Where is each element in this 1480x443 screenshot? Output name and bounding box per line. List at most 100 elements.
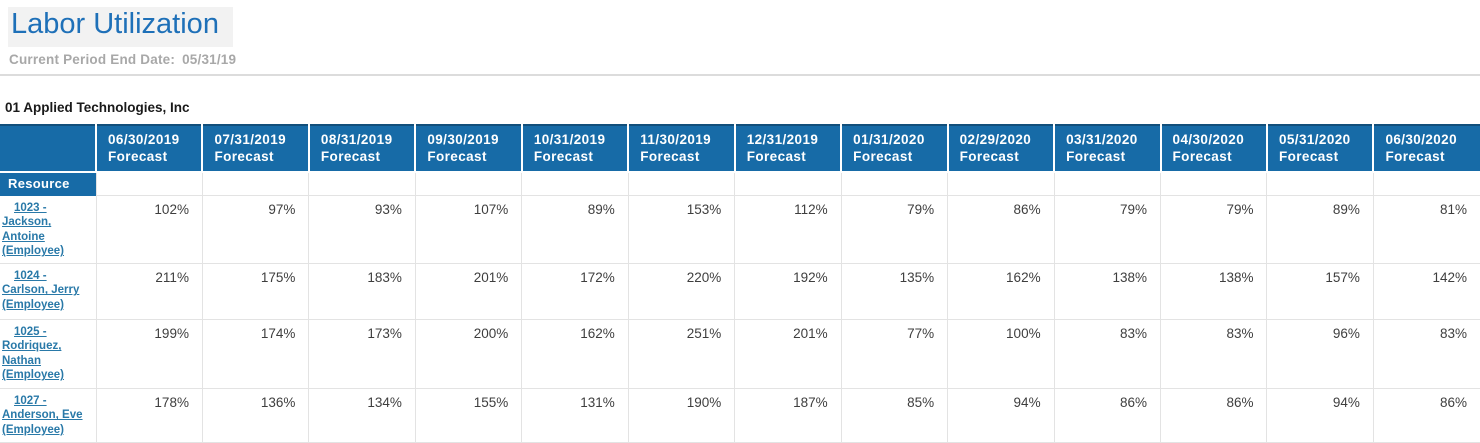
column-header-10-31-2019: 10/31/2019 Forecast — [520, 124, 629, 172]
utilization-value-cell: 93% — [308, 195, 416, 264]
empty-header-cell — [1160, 170, 1267, 197]
resource-cell: 1027 - Anderson, Eve (Employee) — [0, 388, 96, 443]
page-title: Labor Utilization — [8, 7, 233, 47]
column-header-sublabel: Forecast — [853, 148, 913, 164]
company-name: 01 Applied Technologies, Inc — [5, 99, 190, 115]
resource-link[interactable]: 1023 - Jackson, Antoine (Employee) — [2, 201, 64, 258]
column-header-sublabel: Forecast — [959, 148, 1020, 164]
utilization-value-cell: 83% — [1053, 319, 1161, 389]
column-header-sublabel: Forecast — [1172, 148, 1233, 164]
utilization-value-cell: 211% — [95, 263, 203, 320]
utilization-value-cell: 220% — [627, 263, 735, 320]
resource-link-wrap: 1024 - Carlson, Jerry (Employee) — [2, 269, 93, 313]
utilization-value-cell: 79% — [1053, 195, 1161, 264]
empty-header-cell — [840, 170, 948, 197]
empty-header-cell — [95, 170, 203, 197]
utilization-value-cell: 153% — [627, 195, 735, 264]
column-header-date: 07/31/2019 — [214, 131, 287, 147]
column-header-05-31-2020: 05/31/2020 Forecast — [1265, 124, 1374, 172]
utilization-value-cell: 102% — [95, 195, 203, 264]
column-header-date: 08/31/2019 — [320, 131, 393, 147]
column-header-09-30-2019: 09/30/2019 Forecast — [414, 124, 522, 172]
column-header-12-31-2019: 12/31/2019 Forecast — [733, 124, 842, 172]
utilization-value-cell: 190% — [627, 388, 735, 443]
utilization-value-cell: 86% — [1160, 388, 1267, 443]
column-header-sublabel: Forecast — [320, 148, 381, 164]
column-header-date: 03/31/2020 — [1066, 131, 1138, 147]
column-header-01-31-2020: 01/31/2020 Forecast — [840, 124, 948, 172]
column-header-sublabel: Forecast — [1278, 148, 1339, 164]
utilization-value-cell: 86% — [1372, 388, 1480, 443]
column-header-11-30-2019: 11/30/2019 Forecast — [627, 124, 735, 172]
column-header-sublabel: Forecast — [1066, 148, 1126, 164]
column-header-sublabel: Forecast — [214, 148, 274, 164]
column-header-02-29-2020: 02/29/2020 Forecast — [946, 124, 1055, 172]
utilization-value-cell: 172% — [521, 263, 629, 320]
utilization-value-cell: 94% — [947, 388, 1055, 443]
resource-link[interactable]: 1027 - Anderson, Eve (Employee) — [2, 394, 83, 436]
resource-link-wrap: 1027 - Anderson, Eve (Employee) — [2, 394, 93, 438]
utilization-value-cell: 174% — [201, 319, 309, 389]
utilization-value-cell: 136% — [201, 388, 309, 443]
utilization-value-cell: 96% — [1266, 319, 1374, 389]
column-header-date: 04/30/2020 — [1172, 131, 1245, 147]
column-header-sublabel: Forecast — [640, 148, 700, 164]
empty-header-cell — [1053, 170, 1161, 197]
utilization-value-cell: 251% — [627, 319, 735, 389]
column-header-date: 01/31/2020 — [853, 131, 925, 147]
table-corner-cell — [0, 124, 96, 172]
utilization-value-cell: 138% — [1053, 263, 1161, 320]
column-header-sublabel: Forecast — [746, 148, 807, 164]
resource-header-row: Resource — [0, 170, 1480, 197]
column-header-date: 12/31/2019 — [746, 131, 819, 147]
utilization-value-cell: 77% — [840, 319, 948, 389]
column-header-date: 05/31/2020 — [1278, 131, 1351, 147]
resource-cell: 1025 - Rodriquez, Nathan (Employee) — [0, 319, 96, 389]
resource-column-header: Resource — [0, 170, 96, 196]
utilization-value-cell: 83% — [1160, 319, 1267, 389]
utilization-value-cell: 173% — [308, 319, 416, 389]
column-header-date: 11/30/2019 — [640, 131, 712, 147]
table-row: 1027 - Anderson, Eve (Employee) 178% 136% 1… — [0, 388, 1480, 443]
resource-link-wrap: 1025 - Rodriquez, Nathan (Employee) — [2, 325, 93, 383]
utilization-value-cell: 94% — [1266, 388, 1374, 443]
column-header-date: 09/30/2019 — [427, 131, 499, 147]
utilization-value-cell: 83% — [1372, 319, 1480, 389]
utilization-value-cell: 200% — [414, 319, 522, 389]
column-header-06-30-2020: 06/30/2020 Forecast — [1372, 124, 1480, 172]
empty-header-cell — [734, 170, 842, 197]
empty-header-cell — [1266, 170, 1374, 197]
resource-link[interactable]: 1024 - Carlson, Jerry (Employee) — [2, 269, 80, 311]
table-row: 1025 - Rodriquez, Nathan (Employee) 199% 1… — [0, 319, 1480, 389]
empty-header-cell — [308, 170, 416, 197]
utilization-value-cell: 135% — [840, 263, 948, 320]
column-header-03-31-2020: 03/31/2020 Forecast — [1053, 124, 1161, 172]
column-header-04-30-2020: 04/30/2020 Forecast — [1159, 124, 1267, 172]
current-period-value: 05/31/19 — [182, 51, 237, 67]
forecast-header-row: 06/30/2019 Forecast 07/31/2019 Forecast 08/3… — [0, 124, 1480, 172]
utilization-value-cell: 81% — [1372, 195, 1480, 264]
utilization-value-cell: 107% — [414, 195, 522, 264]
utilization-value-cell: 155% — [414, 388, 522, 443]
utilization-value-cell: 183% — [308, 263, 416, 320]
utilization-value-cell: 187% — [734, 388, 842, 443]
empty-header-cell — [201, 170, 309, 197]
utilization-value-cell: 175% — [201, 263, 309, 320]
utilization-value-cell: 131% — [521, 388, 629, 443]
utilization-value-cell: 162% — [947, 263, 1055, 320]
current-period-row: Current Period End Date: 05/31/19 — [9, 52, 1480, 67]
utilization-value-cell: 192% — [734, 263, 842, 320]
header-divider — [0, 73, 1480, 76]
utilization-value-cell: 79% — [840, 195, 948, 264]
table-row: 1023 - Jackson, Antoine (Employee) 102% 97… — [0, 195, 1480, 264]
column-header-date: 06/30/2019 — [108, 131, 180, 147]
column-header-date: 02/29/2020 — [959, 131, 1032, 147]
current-period-label: Current Period End Date: — [9, 51, 176, 67]
utilization-value-cell: 201% — [414, 263, 522, 320]
table-body: 1023 - Jackson, Antoine (Employee) 102% 97… — [0, 195, 1480, 443]
resource-link[interactable]: 1025 - Rodriquez, Nathan (Employee) — [2, 325, 64, 382]
utilization-value-cell: 85% — [840, 388, 948, 443]
resource-cell: 1024 - Carlson, Jerry (Employee) — [0, 263, 96, 320]
utilization-value-cell: 201% — [734, 319, 842, 389]
column-header-08-31-2019: 08/31/2019 Forecast — [307, 124, 416, 172]
